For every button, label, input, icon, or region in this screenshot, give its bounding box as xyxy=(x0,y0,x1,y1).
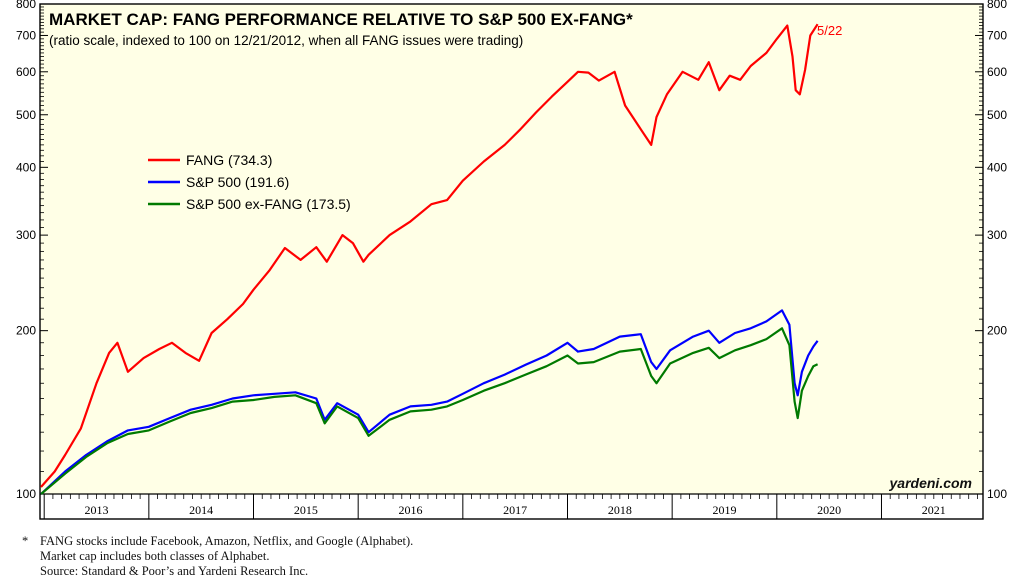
y-tick-label-right: 700 xyxy=(987,28,1007,42)
x-tick-label: 2016 xyxy=(399,503,423,517)
x-tick-label: 2014 xyxy=(189,503,213,517)
y-tick-label-left: 200 xyxy=(16,324,36,338)
footnote-line-2: Market cap includes both classes of Alph… xyxy=(22,549,413,564)
x-tick-label: 2013 xyxy=(85,503,109,517)
footnote-text-1: FANG stocks include Facebook, Amazon, Ne… xyxy=(40,534,414,548)
footnote-marker: * xyxy=(22,534,29,548)
x-tick-label: 2020 xyxy=(817,503,841,517)
y-tick-label-right: 500 xyxy=(987,108,1007,122)
x-tick-label: 2021 xyxy=(922,503,946,517)
y-tick-label-left: 800 xyxy=(16,0,36,11)
chart: 100 100 200 200 300 300 400 400 500 500 600 600 700 7… xyxy=(16,0,1007,520)
plot-frame xyxy=(39,3,984,520)
y-tick-label-left: 700 xyxy=(16,28,36,42)
chart-title: MARKET CAP: FANG PERFORMANCE RELATIVE TO… xyxy=(49,10,633,29)
footnote-line-3: Source: Standard & Poor’s and Yardeni Re… xyxy=(22,564,413,579)
series-line-2 xyxy=(40,309,819,495)
series-line-3 xyxy=(40,327,819,495)
legend: FANG (734.3) S&P 500 (191.6) S&P 500 ex-FA… xyxy=(148,152,351,212)
y-tick-label-left: 400 xyxy=(16,160,36,174)
x-tick-label: 2017 xyxy=(503,503,527,517)
x-tick-label: 2015 xyxy=(294,503,318,517)
plot-background xyxy=(40,4,983,494)
y-tick-label-right: 600 xyxy=(987,65,1007,79)
footnote-text-3: Source: Standard & Poor’s and Yardeni Re… xyxy=(40,564,309,578)
footnote-text-2: Market cap includes both classes of Alph… xyxy=(40,549,270,563)
x-tick-label: 2018 xyxy=(608,503,632,517)
y-tick-label-left: 600 xyxy=(16,65,36,79)
y-tick-label-left: 500 xyxy=(16,108,36,122)
chart-plot-area: 100 100 200 200 300 300 400 400 500 500 600 600 700 7… xyxy=(16,0,1007,520)
series-line-1 xyxy=(40,23,819,488)
chart-subtitle: (ratio scale, indexed to 100 on 12/21/20… xyxy=(49,33,523,48)
x-tick-label: 2019 xyxy=(712,503,736,517)
footnotes: * FANG stocks include Facebook, Amazon, N… xyxy=(22,534,413,579)
legend-label-2: S&P 500 (191.6) xyxy=(186,174,289,190)
y-tick-label-right: 800 xyxy=(987,0,1007,11)
chart-text-layer: MARKET CAP: FANG PERFORMANCE RELATIVE TO… xyxy=(49,10,972,491)
legend-label-1: FANG (734.3) xyxy=(186,152,272,168)
watermark: yardeni.com xyxy=(889,475,972,491)
y-tick-label-right: 400 xyxy=(987,160,1007,174)
y-tick-label-right: 300 xyxy=(987,228,1007,242)
footnote-line-1: * FANG stocks include Facebook, Amazon, N… xyxy=(22,534,413,549)
legend-label-3: S&P 500 ex-FANG (173.5) xyxy=(186,196,351,212)
end-date-label: 5/22 xyxy=(817,23,842,38)
y-tick-label-left: 100 xyxy=(16,487,36,501)
y-tick-label-right: 200 xyxy=(987,324,1007,338)
y-tick-label-left: 300 xyxy=(16,228,36,242)
y-tick-label-right: 100 xyxy=(987,487,1007,501)
